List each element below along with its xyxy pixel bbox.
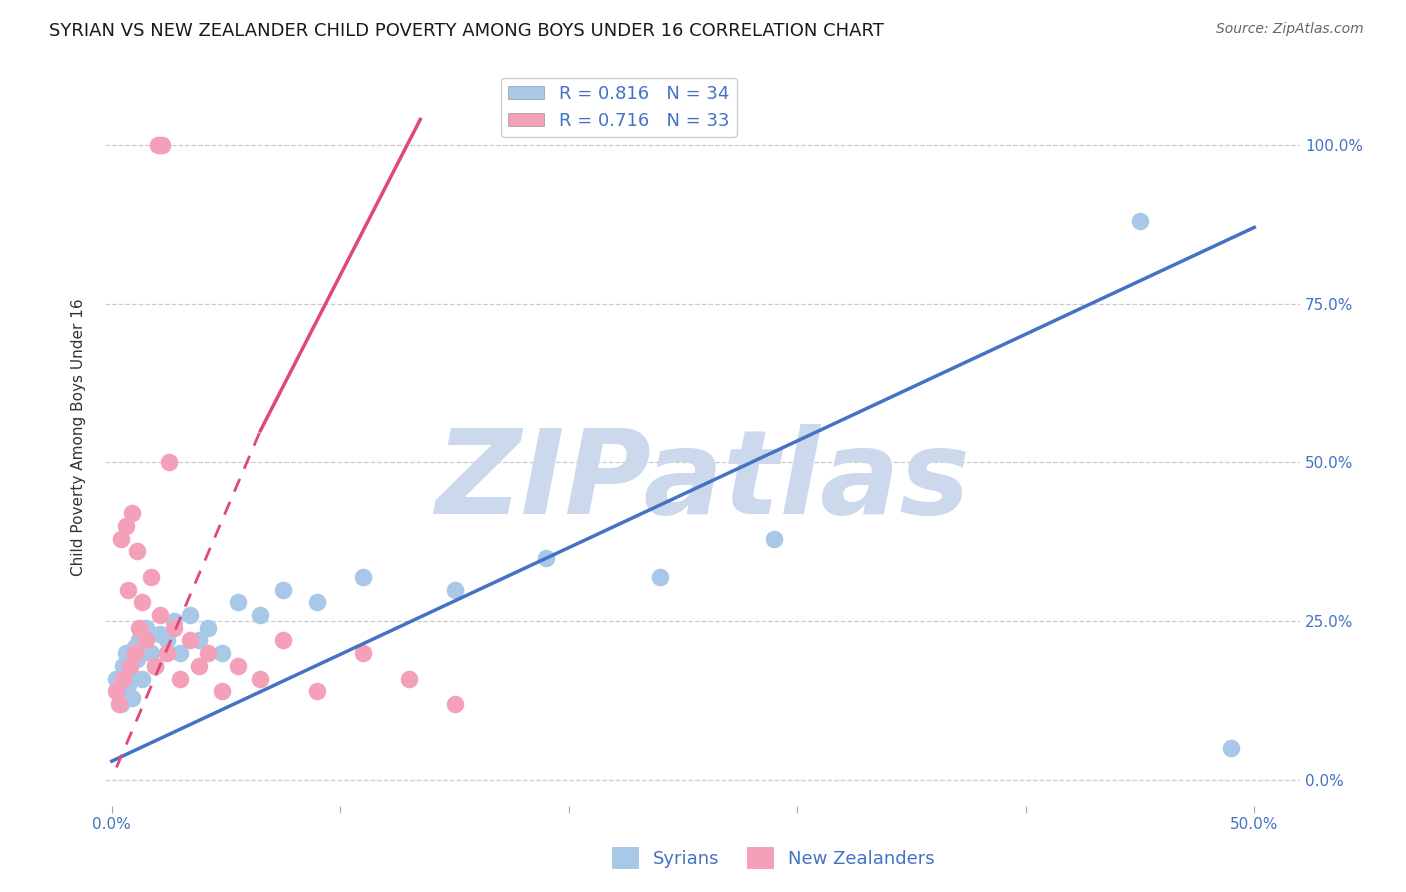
Point <box>226 595 249 609</box>
Point <box>114 519 136 533</box>
Point <box>352 570 374 584</box>
Point <box>162 615 184 629</box>
Point <box>135 633 157 648</box>
Point <box>443 582 465 597</box>
Point <box>114 646 136 660</box>
Point <box>211 684 233 698</box>
Point <box>162 621 184 635</box>
Point <box>534 550 557 565</box>
Point <box>117 678 139 692</box>
Point <box>226 658 249 673</box>
Point <box>143 658 166 673</box>
Point <box>135 621 157 635</box>
Point <box>107 697 129 711</box>
Point <box>117 582 139 597</box>
Point <box>149 627 172 641</box>
Point <box>112 672 135 686</box>
Point <box>156 646 179 660</box>
Point <box>149 607 172 622</box>
Point <box>307 684 329 698</box>
Point <box>271 633 294 648</box>
Point <box>125 652 148 666</box>
Point <box>131 595 153 609</box>
Point <box>139 646 162 660</box>
Point <box>107 684 129 698</box>
Point <box>249 672 271 686</box>
Legend: R = 0.816   N = 34, R = 0.716   N = 33: R = 0.816 N = 34, R = 0.716 N = 33 <box>501 78 737 137</box>
Point <box>650 570 672 584</box>
Point <box>307 595 329 609</box>
Point <box>121 506 143 520</box>
Point <box>128 621 150 635</box>
Point <box>169 672 191 686</box>
Point <box>187 658 209 673</box>
Point <box>131 672 153 686</box>
Point <box>211 646 233 660</box>
Point <box>763 532 786 546</box>
Y-axis label: Child Poverty Among Boys Under 16: Child Poverty Among Boys Under 16 <box>72 298 86 576</box>
Point <box>128 633 150 648</box>
Point <box>179 633 201 648</box>
Point <box>120 665 142 680</box>
Point <box>150 137 173 152</box>
Point <box>352 646 374 660</box>
Point <box>271 582 294 597</box>
Point <box>110 697 132 711</box>
Point <box>1129 214 1152 228</box>
Point <box>197 621 219 635</box>
Point <box>125 544 148 558</box>
Point <box>105 684 128 698</box>
Point <box>1220 741 1243 756</box>
Point <box>139 570 162 584</box>
Point <box>120 658 142 673</box>
Point <box>249 607 271 622</box>
Point <box>398 672 420 686</box>
Text: Source: ZipAtlas.com: Source: ZipAtlas.com <box>1216 22 1364 37</box>
Point <box>169 646 191 660</box>
Point <box>157 455 180 469</box>
Legend: Syrians, New Zealanders: Syrians, New Zealanders <box>603 838 943 879</box>
Point <box>124 640 146 654</box>
Point <box>179 607 201 622</box>
Point <box>187 633 209 648</box>
Text: ZIPatlas: ZIPatlas <box>434 424 970 539</box>
Text: SYRIAN VS NEW ZEALANDER CHILD POVERTY AMONG BOYS UNDER 16 CORRELATION CHART: SYRIAN VS NEW ZEALANDER CHILD POVERTY AM… <box>49 22 884 40</box>
Point <box>112 658 135 673</box>
Point <box>124 646 146 660</box>
Point <box>443 697 465 711</box>
Point <box>143 658 166 673</box>
Point <box>105 672 128 686</box>
Point <box>121 690 143 705</box>
Point <box>146 137 169 152</box>
Point <box>197 646 219 660</box>
Point <box>156 633 179 648</box>
Point <box>110 532 132 546</box>
